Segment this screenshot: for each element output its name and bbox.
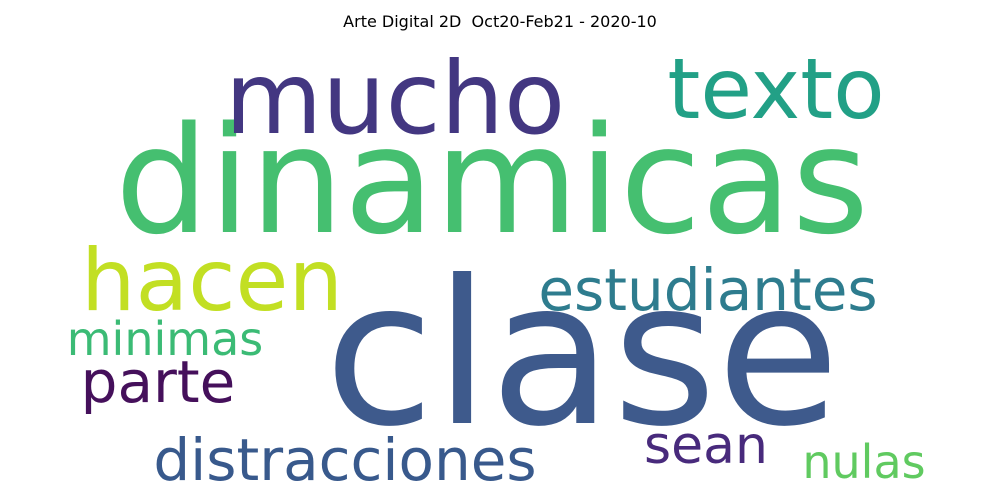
word-minimas: minimas — [67, 312, 264, 366]
word-distracciones: distracciones — [153, 426, 536, 494]
word-estudiantes: estudiantes — [538, 256, 877, 324]
word-sean: sean — [644, 416, 768, 476]
word-mucho: mucho — [225, 40, 565, 157]
word-parte: parte — [81, 348, 236, 416]
word-nulas: nulas — [802, 435, 925, 489]
word-hacen: hacen — [81, 231, 343, 331]
word-clase: clase — [324, 238, 839, 471]
word-dinamicas: dinamicas — [115, 95, 869, 267]
chart-title: Arte Digital 2D Oct20-Feb21 - 2020-10 — [343, 12, 657, 31]
word-texto: texto — [667, 40, 884, 138]
